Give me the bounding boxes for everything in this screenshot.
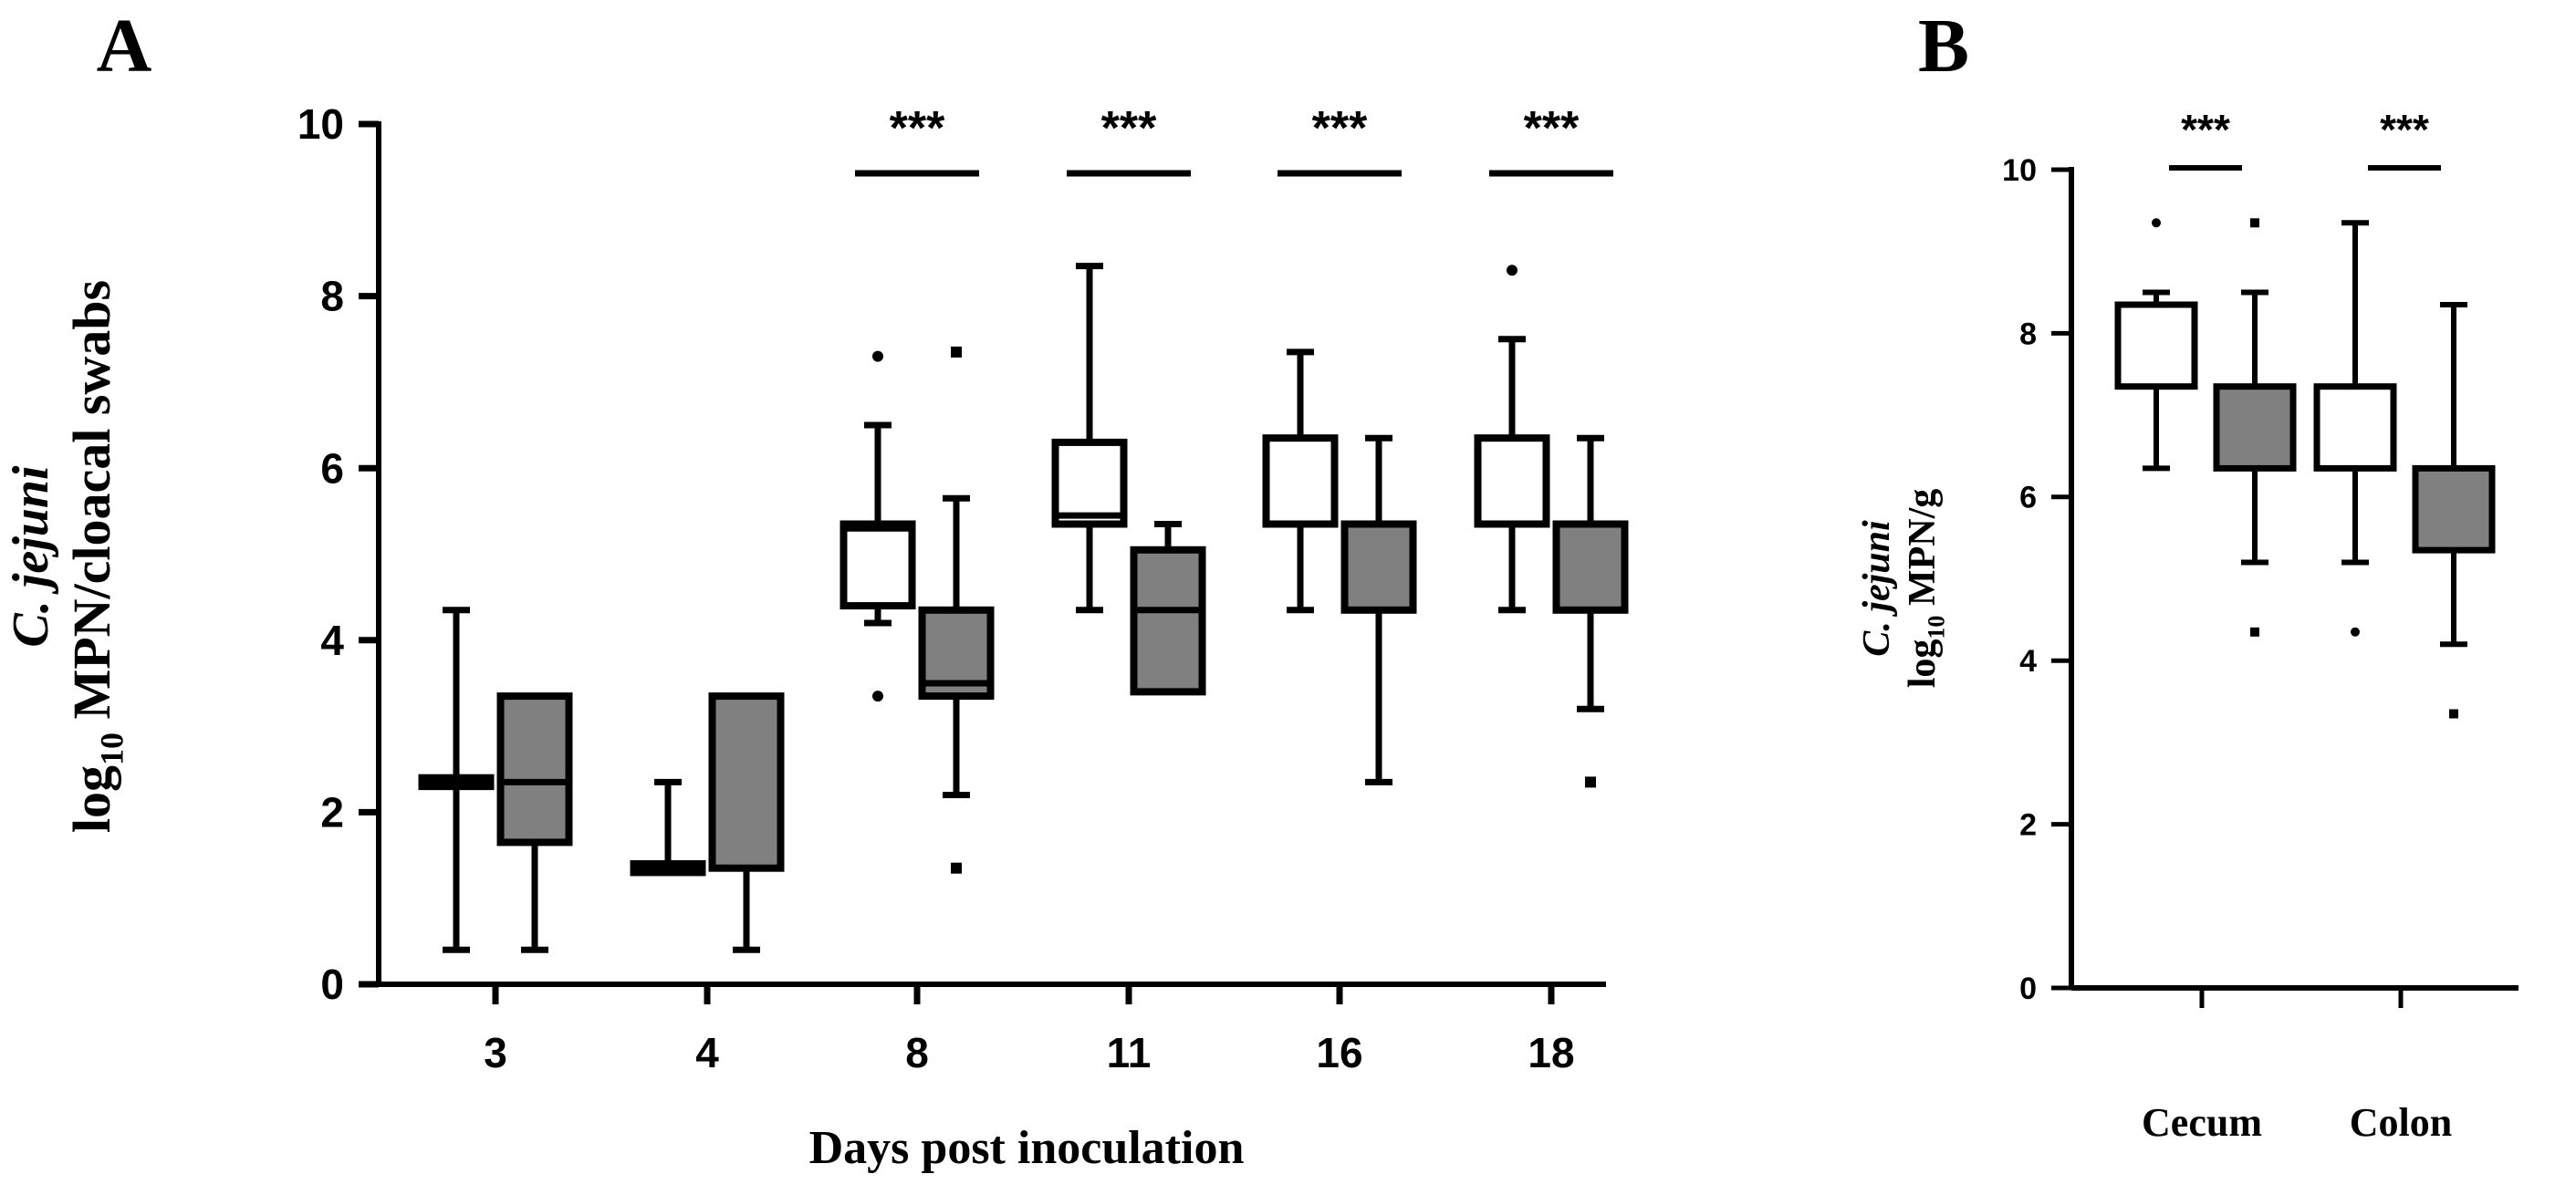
- panel-b-ytick-label: 6: [2019, 481, 2037, 515]
- panel-a-ytick-label: 0: [320, 961, 344, 1008]
- panel-b-ytick-label: 8: [2019, 317, 2037, 351]
- box-iqr: [1262, 434, 1339, 528]
- outlier-point: [2351, 627, 2360, 637]
- box-iqr: [1340, 520, 1417, 614]
- panel-b-box-white-Cecum: [2114, 218, 2198, 472]
- panel-a-xtick-label: 8: [905, 1029, 929, 1076]
- panel-a-significance-label: ***: [1101, 102, 1157, 155]
- panel-a-y-axis-species: C. jejuni: [3, 465, 59, 648]
- outlier-point: [951, 346, 962, 358]
- panel-a-ytick-label: 2: [320, 789, 344, 836]
- outlier-point: [2250, 627, 2259, 637]
- outlier-point: [2449, 709, 2458, 719]
- panel-a-y-axis-unit: log10 MPN/cloacal swabs: [62, 280, 130, 833]
- panel-b-y-axis-unit: log10 MPN/g: [1902, 489, 1950, 689]
- outlier-point: [872, 691, 883, 702]
- box-iqr: [2213, 383, 2297, 472]
- panel-a-ytick-label: 6: [320, 444, 344, 492]
- box-iqr: [1051, 438, 1128, 528]
- panel-a-box-white-11: [1051, 263, 1128, 614]
- panel-a-significance-label: ***: [1312, 102, 1368, 155]
- panel-b-box-white-Colon: [2313, 220, 2397, 637]
- outlier-point: [2152, 218, 2161, 228]
- panel-b-xtick-label: Colon: [2350, 1100, 2452, 1145]
- box-iqr: [2412, 464, 2496, 554]
- panel-a-box-gray-16: [1340, 434, 1417, 785]
- panel-a-box-gray-8: [918, 346, 995, 874]
- panel-a-box-gray-18: [1552, 434, 1629, 788]
- box-iqr: [2114, 301, 2198, 390]
- unit-rest: MPN/g: [1902, 489, 1944, 616]
- outlier-point: [1507, 265, 1517, 276]
- panel-a-xtick-label: 18: [1528, 1029, 1574, 1076]
- panel-b-box-gray-Colon: [2412, 302, 2496, 719]
- box-iqr: [708, 692, 785, 872]
- panel-a-box-white-3: [418, 607, 495, 953]
- panel-b-ytick-label: 4: [2019, 644, 2037, 679]
- panel-b-box-gray-Cecum: [2213, 218, 2297, 637]
- box-iqr: [496, 692, 573, 847]
- panel-a-significance-label: ***: [1524, 102, 1580, 155]
- panel-a-box-white-18: [1474, 265, 1550, 614]
- outlier-point: [1585, 776, 1596, 788]
- panel-a-box-gray-11: [1130, 520, 1206, 696]
- panel-b-y-axis-species: C. jejuni: [1856, 520, 1898, 657]
- panel-a-box-white-8: [840, 350, 916, 702]
- panel-a-xtick-label: 16: [1316, 1029, 1362, 1076]
- panel-a-box-white-4: [630, 778, 706, 877]
- box-iqr: [1474, 434, 1550, 528]
- panel-a-ytick-label: 8: [320, 273, 344, 320]
- outlier-point: [951, 862, 962, 874]
- outlier-point: [872, 350, 883, 362]
- panel-a-x-axis-title: Days post inoculation: [809, 1122, 1245, 1174]
- panel-a-box-white-16: [1262, 348, 1339, 614]
- panel-a-box-gray-3: [496, 692, 573, 953]
- box-iqr: [1130, 546, 1206, 696]
- unit-rest: MPN/cloacal swabs: [62, 280, 121, 733]
- panel-b-ytick-label: 0: [2019, 972, 2037, 1006]
- panel-b-xtick-label: Cecum: [2142, 1100, 2262, 1145]
- panel-b-ytick-label: 10: [2002, 153, 2037, 188]
- panel-a-significance-label: ***: [890, 102, 945, 155]
- unit-subscript: 10: [1924, 616, 1950, 639]
- panel-a-ytick-label: 4: [320, 617, 344, 664]
- panel-b-label: B: [1918, 4, 1969, 88]
- panel-a-ytick-label: 10: [297, 100, 344, 148]
- box-iqr: [2313, 383, 2397, 472]
- box-iqr: [1552, 520, 1629, 614]
- outlier-point: [2250, 218, 2259, 228]
- panel-b-significance-label: ***: [2181, 106, 2230, 153]
- panel-a-xtick-label: 3: [484, 1029, 507, 1076]
- unit-log: log: [62, 765, 121, 833]
- panel-a-label: A: [97, 4, 152, 88]
- box-iqr: [840, 520, 916, 610]
- panel-b-ytick-label: 2: [2019, 808, 2037, 843]
- panel-a-box-gray-4: [708, 692, 785, 953]
- panel-b-significance-label: ***: [2380, 106, 2429, 153]
- unit-subscript: 10: [94, 733, 130, 765]
- panel-a-xtick-label: 11: [1107, 1029, 1152, 1076]
- unit-log: log: [1902, 639, 1944, 689]
- panel-a-xtick-label: 4: [695, 1029, 719, 1076]
